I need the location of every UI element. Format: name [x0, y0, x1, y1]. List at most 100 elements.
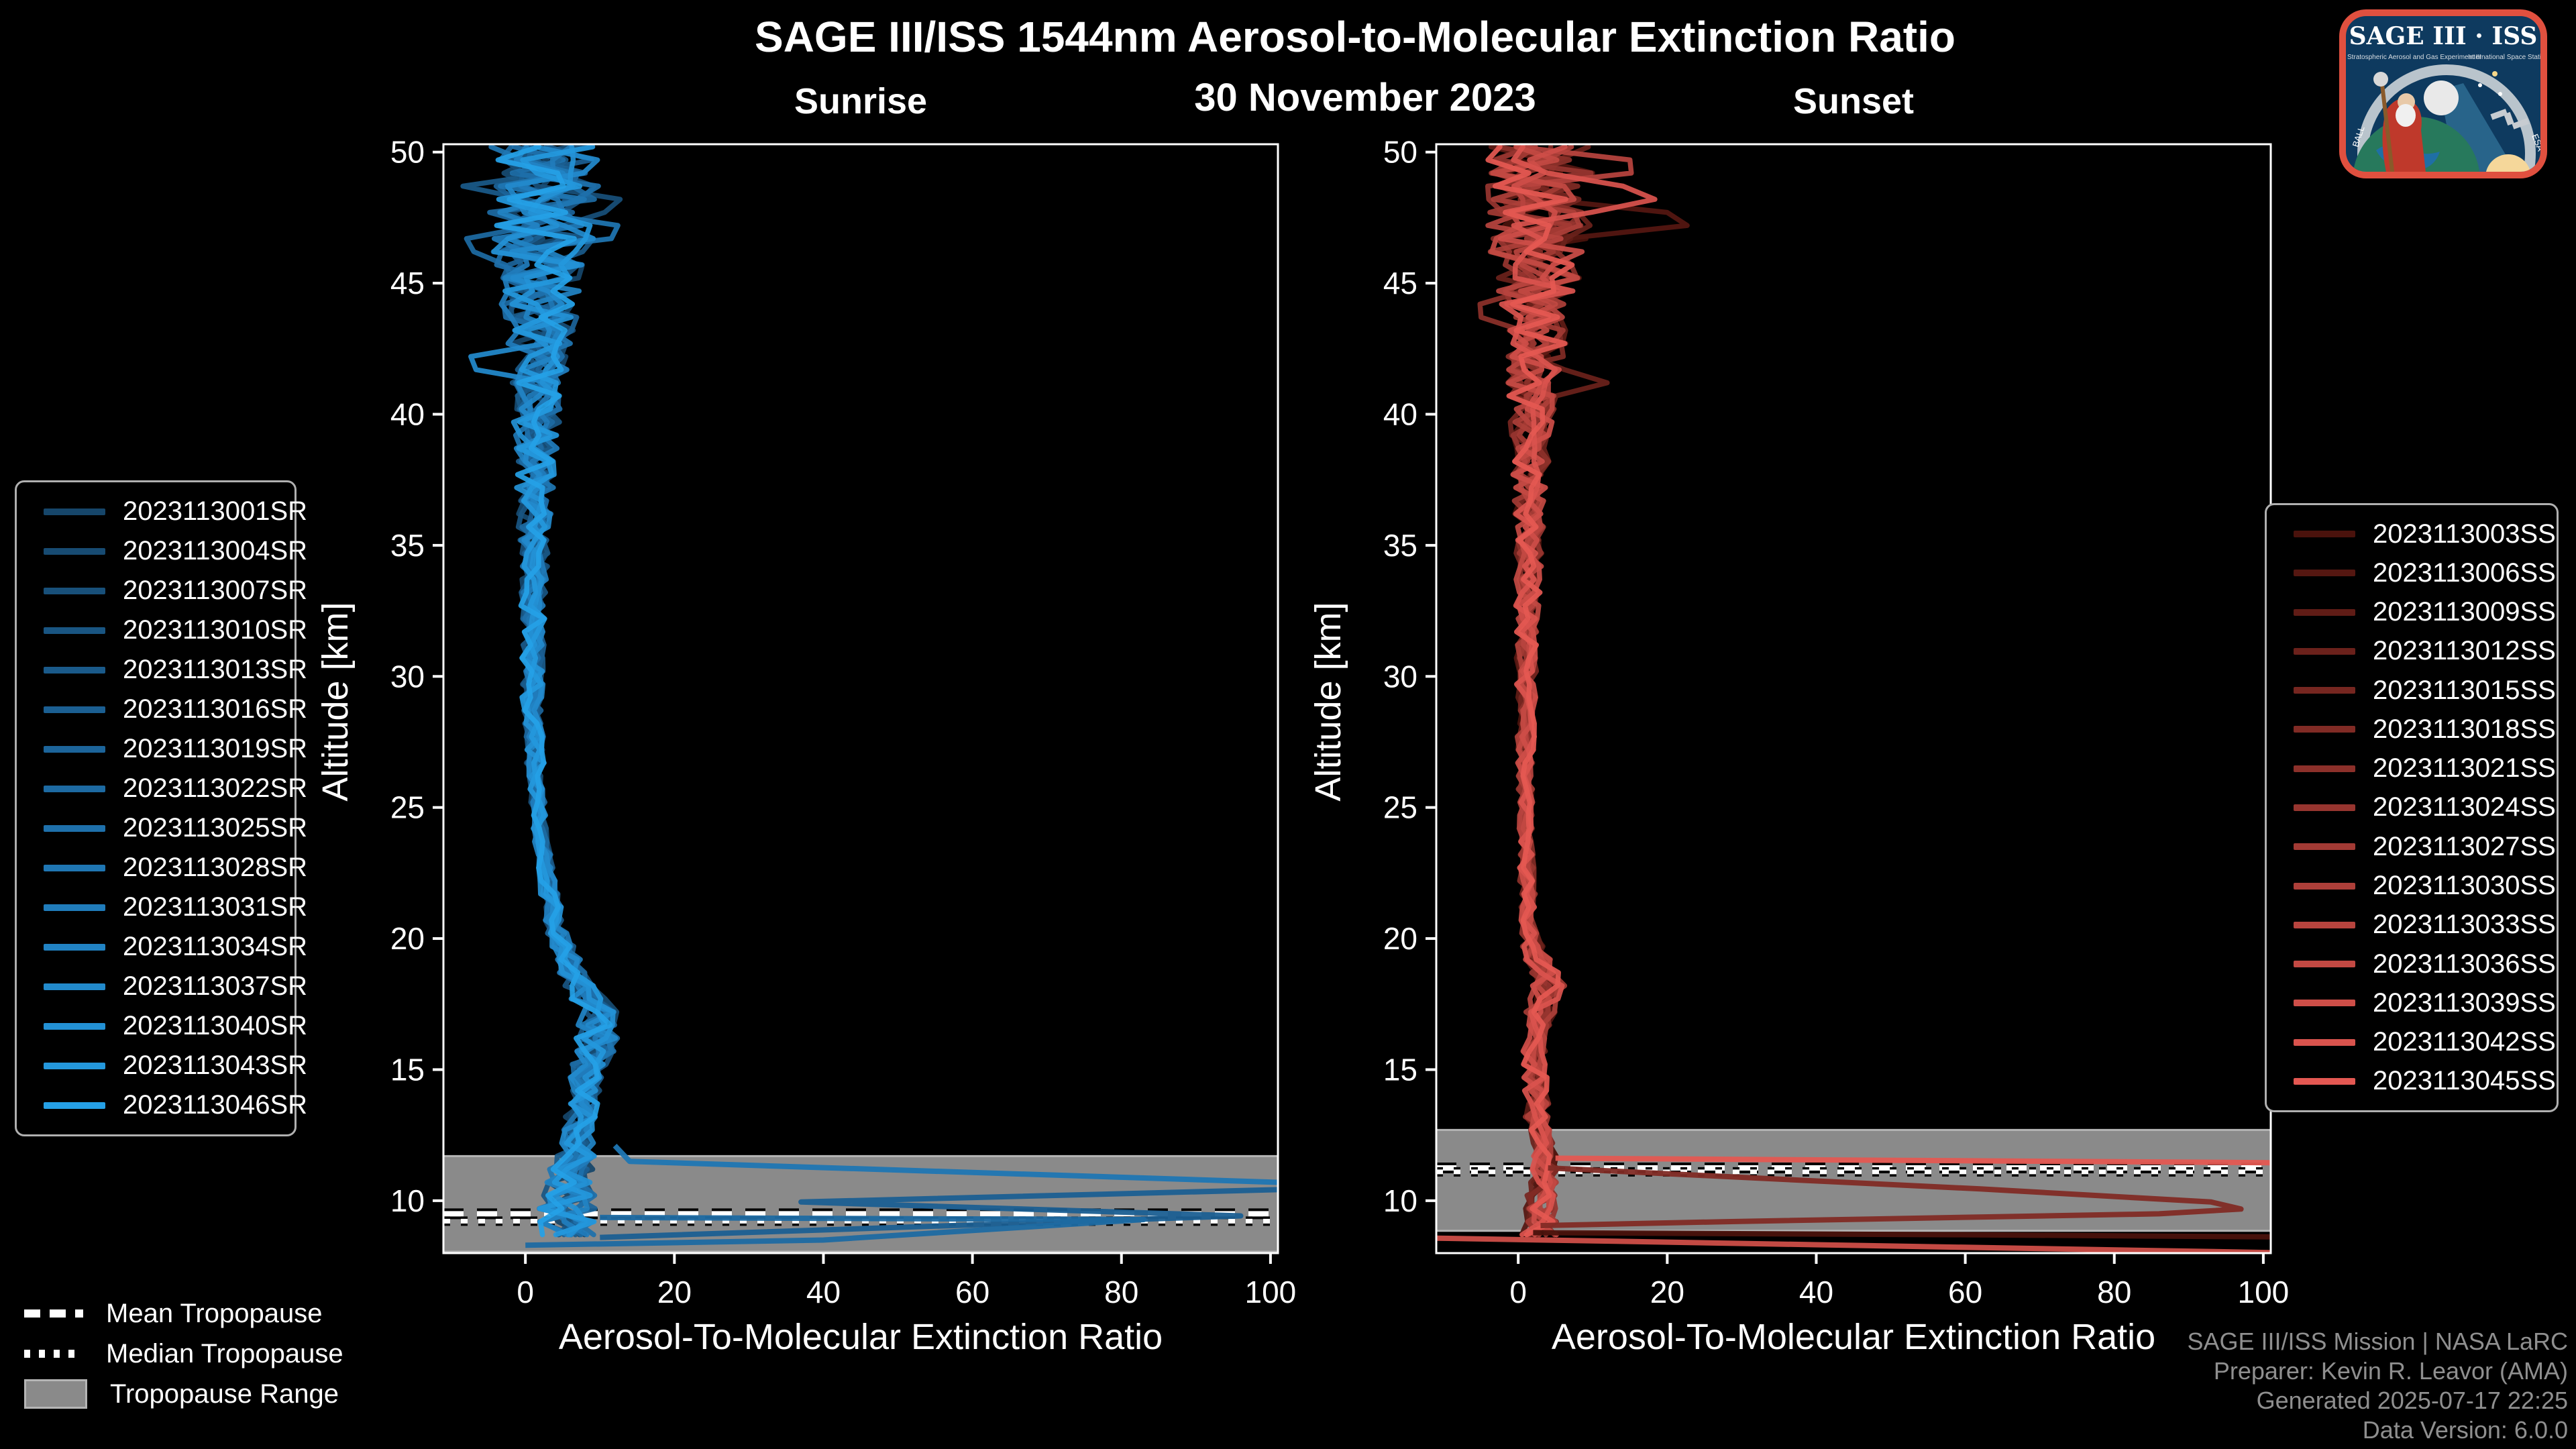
- x-tick-label: 100: [2238, 1275, 2290, 1309]
- legend-event-id: 2023113033SS: [2373, 910, 2556, 940]
- y-tick-label: 30: [390, 659, 425, 694]
- legend-item-event: 2023113022SR: [17, 773, 307, 804]
- y-tick-label: 15: [390, 1052, 425, 1087]
- star-icon: [2498, 92, 2502, 96]
- x-tick-label: 80: [2097, 1275, 2131, 1309]
- legend-event-id: 2023113042SS: [2373, 1027, 2556, 1057]
- legend-line-sample: [44, 666, 105, 674]
- legend-item-event: 2023113015SS: [2267, 676, 2557, 706]
- legend-item-event: 2023113003SS: [2267, 519, 2557, 549]
- legend-item-event: 2023113006SS: [2267, 558, 2557, 588]
- legend-event-id: 2023113031SR: [123, 892, 308, 922]
- moon-icon: [2424, 80, 2459, 115]
- y-tick-label: 25: [390, 790, 425, 825]
- legend-item-mean-tropopause: Mean Tropopause: [24, 1298, 343, 1328]
- y-tick-label: 25: [1383, 790, 1417, 825]
- star-icon: [2492, 71, 2498, 76]
- sun-icon: [2485, 154, 2531, 172]
- legend-event-id: 2023113006SS: [2373, 557, 2556, 588]
- legend-label: Median Tropopause: [106, 1338, 343, 1368]
- outlier-line: [612, 1144, 1278, 1185]
- legend-event-id: 2023113010SR: [123, 615, 308, 645]
- legend-line-sample: [2294, 726, 2355, 733]
- legend-event-id: 2023113013SR: [123, 655, 308, 684]
- profile-line-2023113036SS: [1489, 144, 1580, 1238]
- legend-item-event: 2023113039SS: [2267, 988, 2557, 1018]
- logo-title: SAGE III · ISS: [2349, 22, 2538, 50]
- y-tick-label: 40: [390, 397, 425, 432]
- legend-event-id: 2023113046SR: [123, 1090, 308, 1120]
- x-tick-label: 40: [1799, 1275, 1833, 1309]
- y-tick-label: 20: [1383, 921, 1417, 956]
- x-tick-label: 20: [1650, 1275, 1684, 1309]
- footer-data-version: Data Version: 6.0.0: [2362, 1416, 2568, 1444]
- panel-sunset: [1436, 144, 2271, 1253]
- x-tick-label: 0: [1509, 1275, 1527, 1309]
- x-tick-label: 60: [955, 1275, 989, 1309]
- page-title: SAGE III/ISS 1544nm Aerosol-to-Molecular…: [755, 13, 1955, 61]
- legend-line-sample: [2294, 608, 2355, 616]
- profile-line-2023113045SS: [1485, 144, 1575, 1238]
- legend-line-sample: [2294, 882, 2355, 890]
- legend-event-id: 2023113021SS: [2373, 753, 2556, 784]
- legend-event-id: 2023113039SS: [2373, 987, 2556, 1018]
- legend-item-event: 2023113040SR: [17, 1011, 307, 1041]
- y-tick-label: 50: [390, 135, 425, 170]
- legend-item-event: 2023113045SS: [2267, 1066, 2557, 1096]
- legend-line-sample: [44, 904, 105, 911]
- legend-line-sample: [44, 745, 105, 753]
- legend-item-event: 2023113019SR: [17, 734, 307, 764]
- legend-item-median-tropopause: Median Tropopause: [24, 1338, 343, 1368]
- legend-item-event: 2023113037SR: [17, 971, 307, 1002]
- legend-line-sample: [2294, 531, 2355, 538]
- legend-label: Mean Tropopause: [106, 1298, 323, 1328]
- legend-line-sample: [44, 983, 105, 990]
- legend-event-id: 2023113022SR: [123, 773, 308, 803]
- x-axis-label-sunset: Aerosol-To-Molecular Extinction Ratio: [1551, 1317, 2156, 1357]
- legend-line-sample: [2294, 961, 2355, 968]
- legend-item-event: 2023113021SS: [2267, 753, 2557, 784]
- tropopause-legend: Mean Tropopause Median Tropopause Tropop…: [24, 1298, 343, 1409]
- legend-event-id: 2023113043SR: [123, 1051, 308, 1080]
- legend-line-sample: [44, 587, 105, 594]
- legend-event-id: 2023113045SS: [2373, 1066, 2556, 1096]
- legend-event-id: 2023113024SS: [2373, 792, 2556, 822]
- x-tick-label: 100: [1245, 1275, 1297, 1309]
- legend-line-sample: [44, 785, 105, 792]
- legend-item-event: 2023113018SS: [2267, 714, 2557, 745]
- legend-line-sample: [2294, 570, 2355, 577]
- legend-item-tropopause-range: Tropopause Range: [24, 1379, 343, 1409]
- axes-spines: [442, 143, 1279, 1254]
- legend-event-id: 2023113030SS: [2373, 871, 2556, 901]
- dashed-line-icon: [24, 1309, 83, 1318]
- y-axis-label-sunset: Altitude [km]: [1308, 602, 1348, 802]
- iss-icon: [2490, 109, 2529, 129]
- legend-line-sample: [44, 508, 105, 515]
- footer-mission: SAGE III/ISS Mission | NASA LaRC: [2187, 1328, 2568, 1355]
- y-tick-label: 30: [1383, 659, 1417, 694]
- legend-line-sample: [44, 824, 105, 832]
- panel-title-sunset: Sunset: [1792, 81, 1915, 121]
- legend-event-id: 2023113034SR: [123, 932, 308, 961]
- panel-sunrise: [443, 144, 1278, 1253]
- legend-event-id: 2023113019SR: [123, 734, 308, 763]
- legend-line-sample: [2294, 765, 2355, 772]
- legend-event-id: 2023113025SR: [123, 813, 308, 843]
- legend-item-event: 2023113034SR: [17, 932, 307, 962]
- legend-item-event: 2023113010SR: [17, 615, 307, 645]
- legend-line-sample: [2294, 687, 2355, 694]
- legend-sunset-events: 2023113003SS 2023113006SS 2023113009SS 2023…: [2265, 503, 2559, 1112]
- legend-item-event: 2023113036SS: [2267, 949, 2557, 979]
- y-tick-label: 40: [1383, 397, 1417, 432]
- profile-line-2023113037SR: [468, 144, 619, 1238]
- x-axis-label-sunrise: Aerosol-To-Molecular Extinction Ratio: [558, 1317, 1163, 1357]
- panel-title-sunrise: Sunrise: [794, 81, 928, 121]
- legend-line-sample: [2294, 804, 2355, 811]
- legend-sunrise-events: 2023113001SR 2023113004SR 2023113007SR 2023…: [15, 480, 307, 1136]
- legend-line-sample: [2294, 843, 2355, 851]
- legend-item-event: 2023113024SS: [2267, 792, 2557, 822]
- legend-event-id: 2023113027SS: [2373, 831, 2556, 861]
- x-tick-label: 20: [657, 1275, 692, 1309]
- footer-generated: Generated 2025-07-17 22:25: [2256, 1387, 2568, 1414]
- y-tick-label: 10: [1383, 1183, 1417, 1218]
